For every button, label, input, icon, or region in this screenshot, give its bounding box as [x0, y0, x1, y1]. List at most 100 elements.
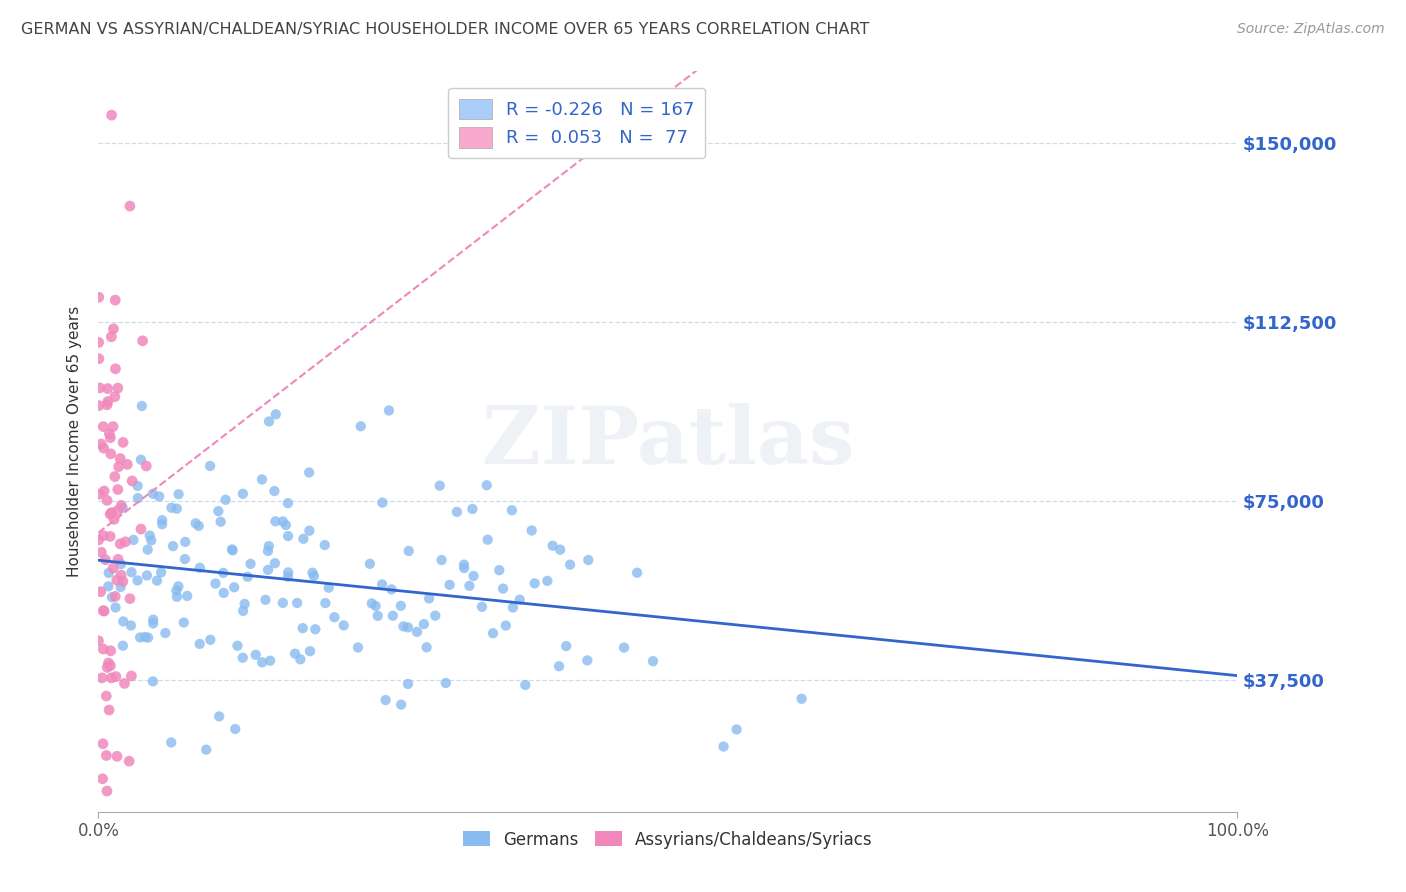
Point: [548, 542, 571, 557]
Point: [165, 583, 187, 598]
Point: [89, 487, 111, 501]
Point: [257, 563, 280, 577]
Point: [477, 533, 499, 547]
Point: [392, 619, 415, 633]
Point: [381, 608, 404, 623]
Point: [101, 419, 124, 434]
Point: [259, 654, 281, 668]
Point: [198, 458, 221, 473]
Point: [98, 529, 121, 543]
Point: [166, 590, 188, 604]
Point: [122, 533, 145, 547]
Point: [389, 599, 412, 613]
Point: [314, 538, 336, 552]
Point: [232, 650, 254, 665]
Point: [87, 633, 110, 648]
Point: [523, 576, 546, 591]
Point: [214, 492, 236, 507]
Point: [101, 591, 124, 605]
Point: [91, 642, 114, 657]
Point: [398, 544, 420, 558]
Point: [232, 487, 254, 501]
Point: [576, 653, 599, 667]
Point: [239, 557, 262, 571]
Point: [174, 552, 197, 566]
Point: [100, 506, 122, 520]
Point: [274, 518, 297, 533]
Point: [127, 491, 149, 505]
Point: [184, 516, 207, 531]
Point: [188, 637, 211, 651]
Point: [415, 640, 437, 655]
Point: [107, 483, 129, 497]
Point: [111, 574, 134, 589]
Point: [200, 632, 222, 647]
Point: [790, 691, 813, 706]
Point: [461, 502, 484, 516]
Point: [150, 517, 173, 532]
Point: [380, 582, 402, 597]
Point: [188, 561, 211, 575]
Point: [90, 437, 112, 451]
Point: [136, 631, 159, 645]
Point: [475, 478, 498, 492]
Point: [97, 566, 120, 580]
Point: [290, 652, 312, 666]
Point: [548, 659, 571, 673]
Point: [142, 487, 165, 501]
Point: [112, 435, 135, 450]
Point: [100, 330, 122, 344]
Point: [103, 322, 125, 336]
Point: [254, 592, 277, 607]
Point: [453, 558, 475, 572]
Point: [97, 579, 120, 593]
Point: [104, 590, 127, 604]
Point: [141, 533, 163, 548]
Point: [120, 618, 142, 632]
Point: [155, 626, 177, 640]
Point: [93, 604, 115, 618]
Point: [271, 596, 294, 610]
Point: [406, 624, 429, 639]
Point: [555, 639, 578, 653]
Point: [332, 618, 354, 632]
Point: [257, 544, 280, 558]
Point: [208, 709, 231, 723]
Point: [150, 513, 173, 527]
Point: [96, 660, 118, 674]
Point: [541, 539, 564, 553]
Point: [129, 522, 152, 536]
Point: [100, 644, 122, 658]
Point: [118, 199, 141, 213]
Point: [224, 722, 246, 736]
Point: [118, 754, 141, 768]
Point: [87, 351, 110, 366]
Point: [167, 579, 190, 593]
Point: [264, 514, 287, 528]
Point: [558, 558, 581, 572]
Point: [87, 533, 110, 547]
Point: [98, 507, 121, 521]
Point: [117, 458, 139, 472]
Point: [264, 407, 287, 421]
Point: [93, 529, 115, 543]
Point: [104, 469, 127, 483]
Point: [104, 600, 127, 615]
Point: [98, 426, 121, 441]
Point: [221, 542, 243, 557]
Point: [641, 654, 664, 668]
Point: [110, 499, 132, 513]
Point: [713, 739, 735, 754]
Point: [301, 566, 323, 580]
Point: [87, 290, 110, 304]
Point: [277, 566, 299, 580]
Point: [100, 447, 122, 461]
Point: [233, 597, 256, 611]
Point: [91, 772, 114, 786]
Point: [576, 553, 599, 567]
Point: [97, 656, 120, 670]
Point: [536, 574, 558, 588]
Point: [160, 500, 183, 515]
Point: [389, 698, 412, 712]
Point: [114, 534, 136, 549]
